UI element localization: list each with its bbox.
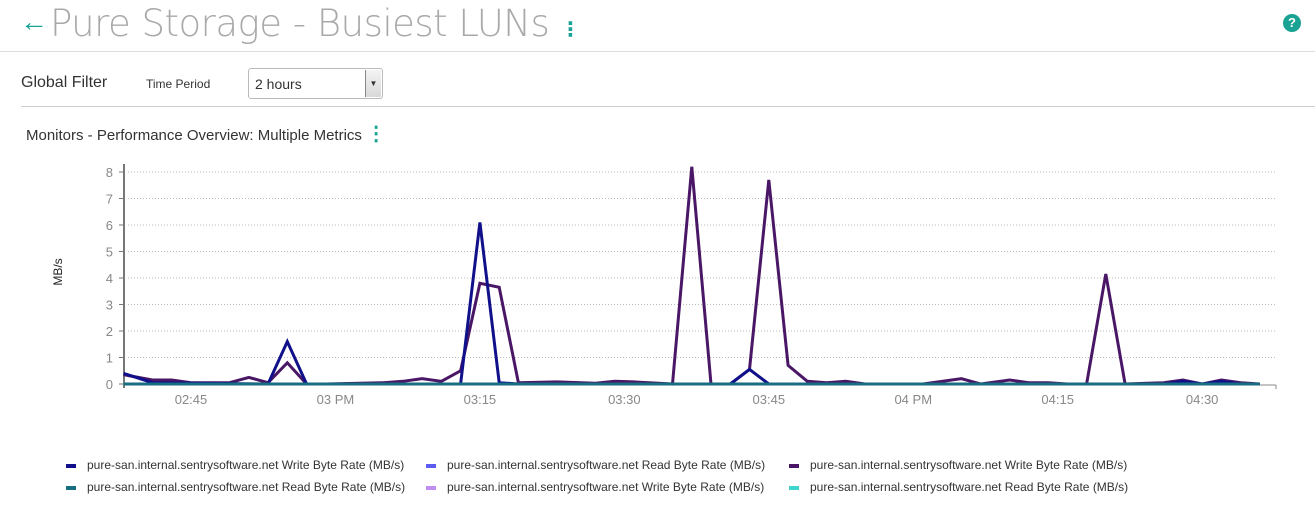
y-axis-label: MB/s <box>51 258 65 285</box>
legend-item[interactable]: pure-san.internal.sentrysoftware.net Wri… <box>426 480 764 494</box>
y-tick-label: 5 <box>106 245 113 260</box>
y-tick-label: 4 <box>106 271 113 286</box>
widget-title: Monitors - Performance Overview: Multipl… <box>26 121 386 146</box>
global-filter-label: Global Filter <box>21 74 108 91</box>
x-tick-label: 03:15 <box>464 392 497 407</box>
legend-label: pure-san.internal.sentrysoftware.net Rea… <box>87 480 406 494</box>
legend-label: pure-san.internal.sentrysoftware.net Rea… <box>447 458 766 472</box>
page-header: ← Pure Storage - Busiest LUNs ⋮ ? <box>0 0 1315 52</box>
x-tick-label: 04 PM <box>894 392 932 407</box>
legend-label: pure-san.internal.sentrysoftware.net Rea… <box>810 480 1129 494</box>
legend-label: pure-san.internal.sentrysoftware.net Wri… <box>810 458 1128 472</box>
page-title-text: Pure Storage - Busiest LUNs <box>50 2 550 45</box>
chevron-down-icon[interactable]: ▼ <box>365 70 381 97</box>
y-tick-label: 8 <box>106 165 113 180</box>
x-tick-label: 03 PM <box>317 392 355 407</box>
time-period-label: Time Period <box>146 77 211 91</box>
legend-label: pure-san.internal.sentrysoftware.net Wri… <box>87 458 405 472</box>
legend-item[interactable]: pure-san.internal.sentrysoftware.net Rea… <box>426 458 765 472</box>
widget-title-text: Monitors - Performance Overview: Multipl… <box>26 127 362 144</box>
y-tick-label: 7 <box>106 192 113 207</box>
question-circle-icon[interactable]: ? <box>1283 14 1301 32</box>
y-tick-label: 2 <box>106 324 113 339</box>
x-tick-label: 02:45 <box>175 392 208 407</box>
legend-swatch <box>66 485 76 490</box>
y-tick-label: 0 <box>106 377 113 392</box>
legend-item[interactable]: pure-san.internal.sentrysoftware.net Wri… <box>789 458 1127 472</box>
legend-swatch <box>426 463 436 468</box>
x-tick-label: 04:15 <box>1041 392 1074 407</box>
divider <box>21 106 1315 107</box>
legend-swatch <box>66 463 76 468</box>
legend-swatch <box>789 485 799 490</box>
widget-menu-icon[interactable]: ⋮ <box>366 123 387 145</box>
time-period-select[interactable]: 2 hours ▼ <box>248 68 383 99</box>
legend-item[interactable]: pure-san.internal.sentrysoftware.net Rea… <box>66 480 405 494</box>
legend-swatch <box>426 485 436 490</box>
time-period-value: 2 hours <box>255 76 302 92</box>
x-tick-label: 04:30 <box>1186 392 1219 407</box>
page-title: Pure Storage - Busiest LUNs ⋮ <box>50 2 581 45</box>
page-menu-icon[interactable]: ⋮ <box>560 17 581 41</box>
legend-swatch <box>789 463 799 468</box>
x-tick-label: 03:30 <box>608 392 641 407</box>
legend-item[interactable]: pure-san.internal.sentrysoftware.net Wri… <box>66 458 404 472</box>
line-chart: 0 1 2 3 4 5 6 7 8 MB/s 02:45 03 PM 03:15 03:30 03:45 04… <box>51 164 1277 407</box>
x-tick-label: 03:45 <box>753 392 786 407</box>
y-tick-label: 6 <box>106 218 113 233</box>
legend-item[interactable]: pure-san.internal.sentrysoftware.net Rea… <box>789 480 1128 494</box>
series-line <box>123 166 1261 386</box>
arrow-left-icon[interactable]: ← <box>20 6 48 37</box>
legend-label: pure-san.internal.sentrysoftware.net Wri… <box>447 480 765 494</box>
y-tick-label: 1 <box>106 351 113 366</box>
y-tick-label: 3 <box>106 298 113 313</box>
